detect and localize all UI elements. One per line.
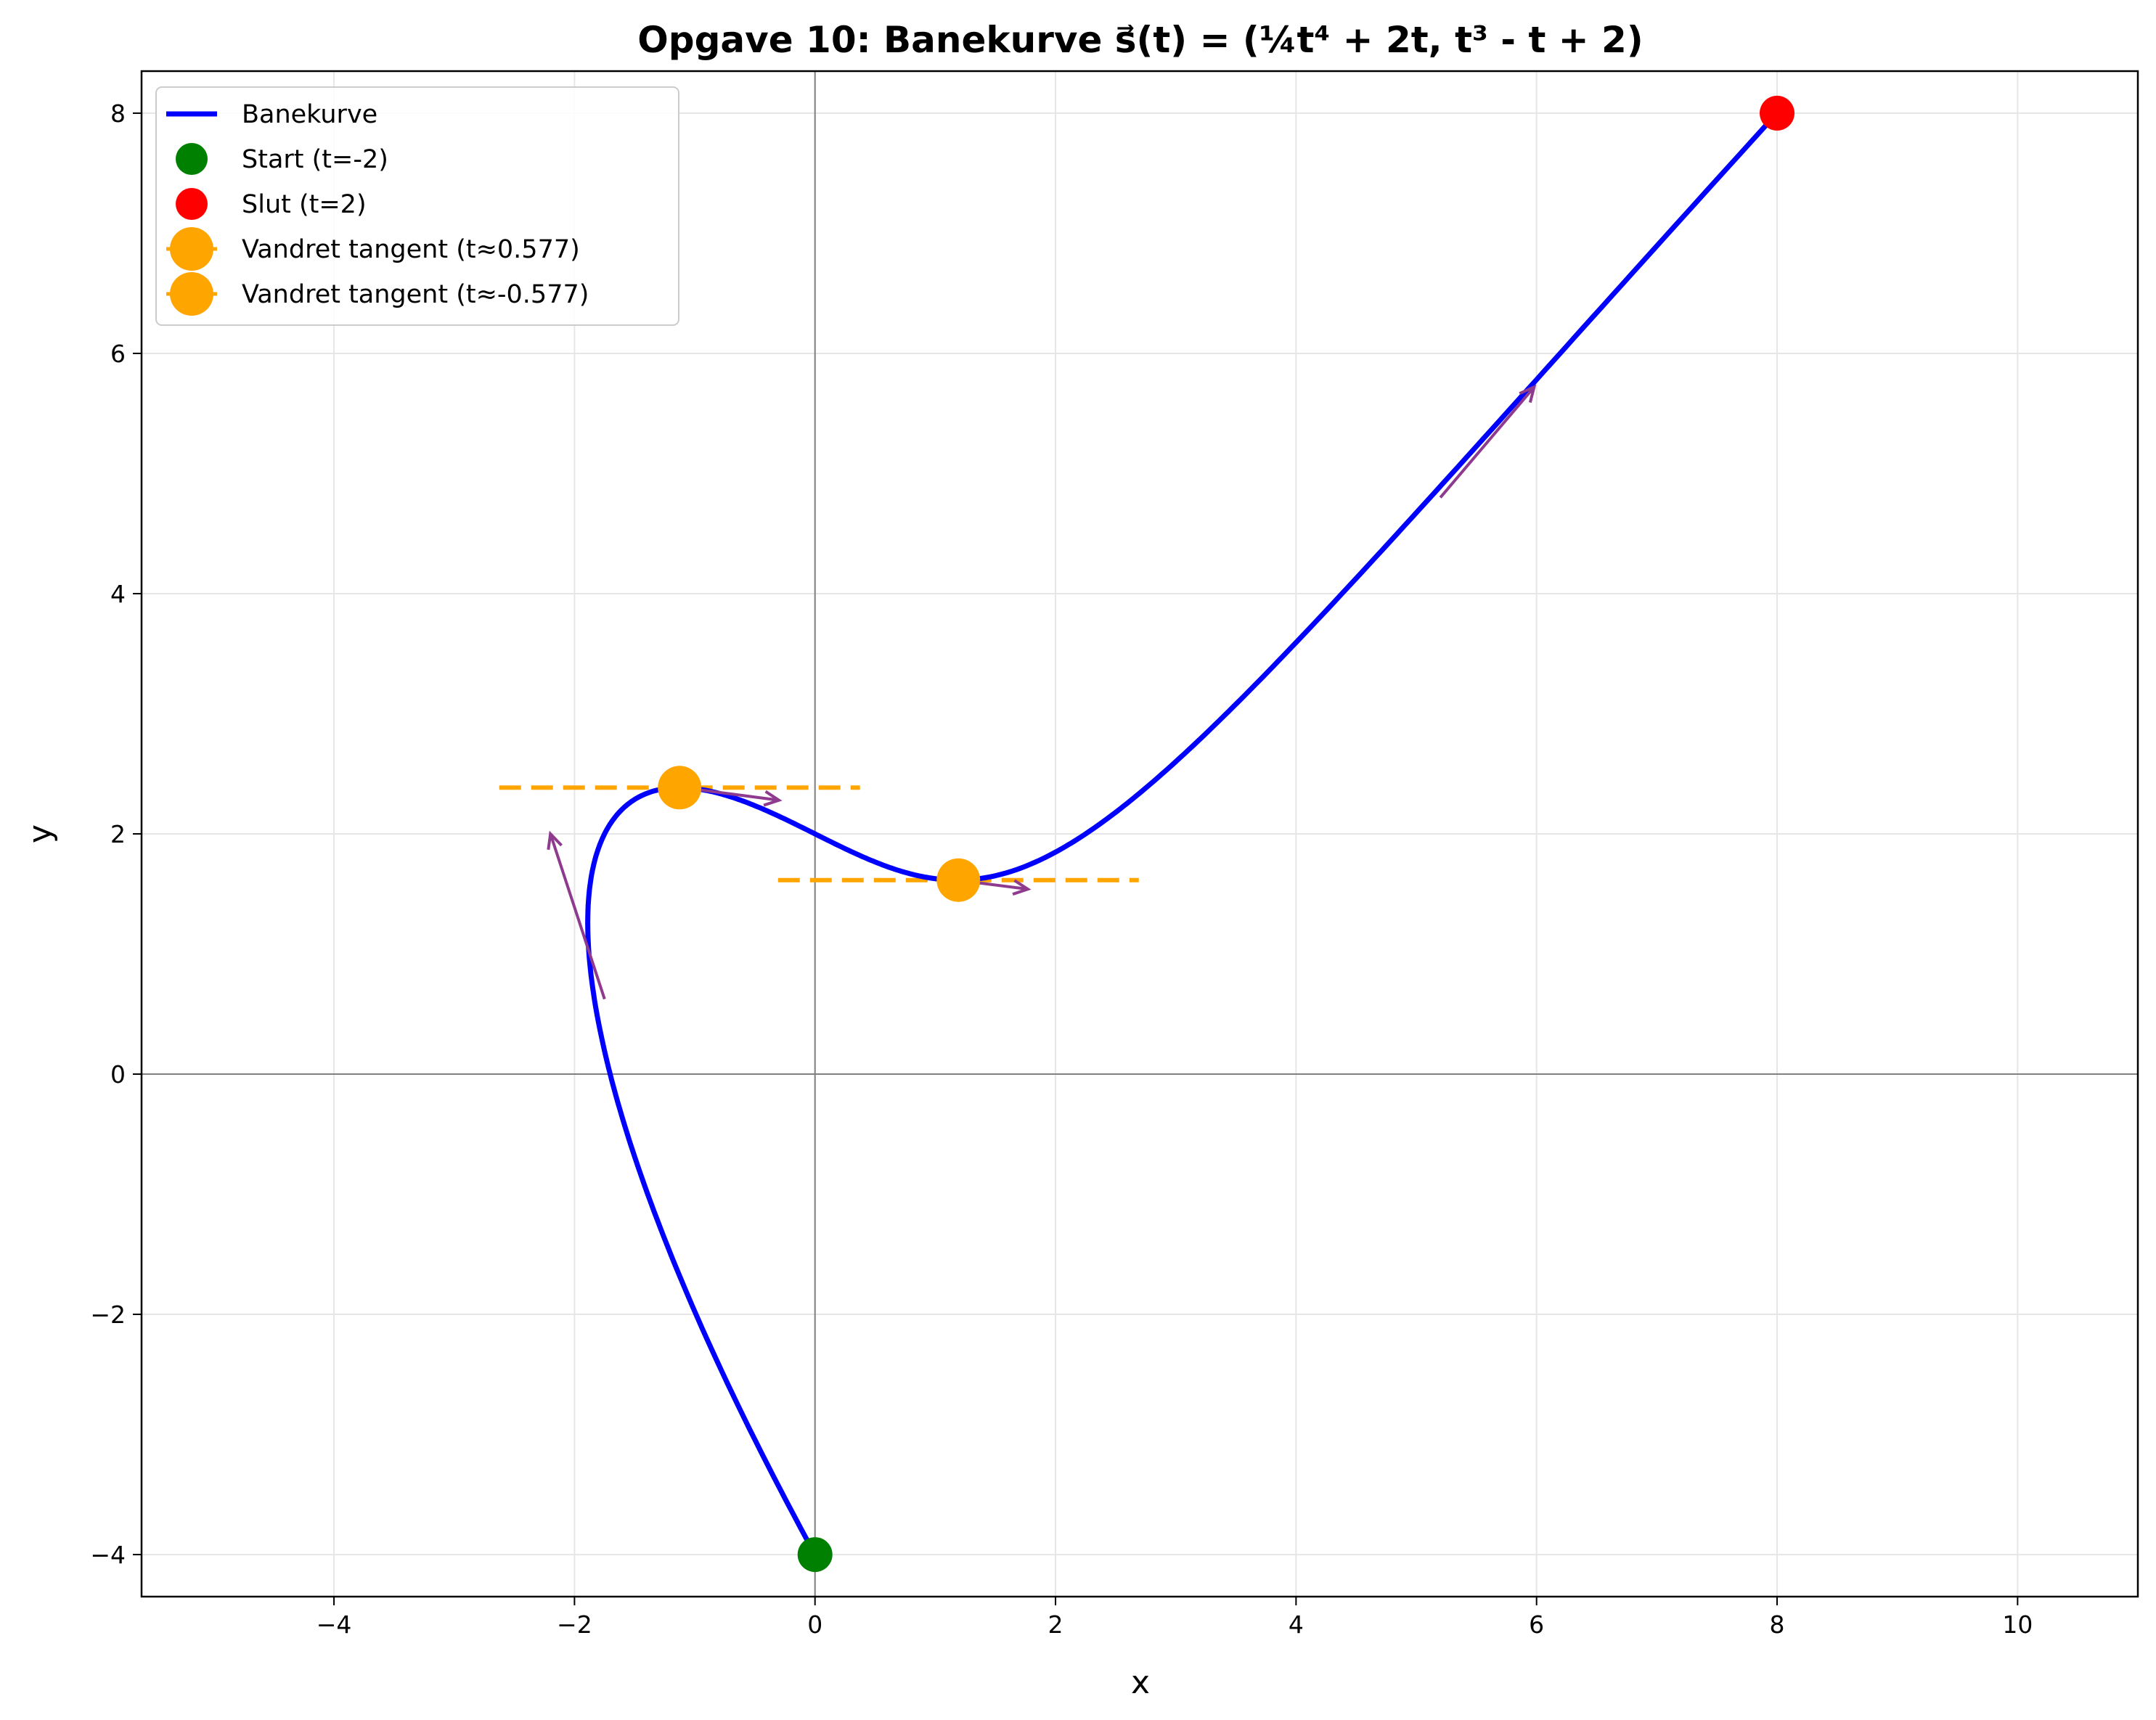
end-marker [1760,95,1795,131]
legend: Banekurve Start (t=-2) Slut (t=2) Vandret t… [155,86,679,326]
legend-label: Vandret tangent (t≈-0.577) [242,280,589,309]
tangent-point-marker [658,766,702,810]
legend-swatch-marker [170,227,213,271]
y-tick-label: 4 [110,580,126,608]
x-tick-label: 8 [1770,1610,1785,1639]
x-tick-label: 6 [1529,1610,1544,1639]
x-tick-label: 0 [807,1610,822,1639]
x-axis-label: x [1131,1664,1150,1701]
x-tick-label: 4 [1289,1610,1304,1639]
x-tick-label: 2 [1048,1610,1063,1639]
y-tick-label: 6 [110,340,126,368]
y-tick-label: 0 [110,1060,126,1089]
velocity-arrow [696,787,780,802]
legend-label: Start (t=-2) [242,145,388,174]
plot-area: −4 −2 0 2 4 6 8 10 −4 −2 0 2 4 6 8 [90,70,2139,1639]
legend-label: Vandret tangent (t≈0.577) [242,235,580,264]
velocity-arrow-head [547,830,563,851]
velocity-arrow [1439,386,1535,499]
trajectory-curve [585,111,1779,1556]
legend-swatch [176,188,208,220]
x-tick-label: 10 [2002,1610,2033,1639]
start-marker [797,1537,833,1573]
y-tick-label: 8 [110,99,126,128]
y-tick-label: −4 [90,1541,126,1569]
velocity-arrow-head [1519,384,1537,404]
legend-swatch [176,143,208,175]
x-tick-label: −4 [317,1610,352,1639]
velocity-arrow [971,880,1029,891]
chart-title: Opgave 10: Banekurve s⃗(t) = (¼t⁴ + 2t, … [637,19,1643,61]
legend-label: Banekurve [242,100,377,129]
velocity-arrow-head [1012,879,1032,896]
velocity-arrow [549,833,606,1000]
tangent-point-marker [936,858,981,902]
y-axis-label: y [22,824,59,843]
x-tick-label: −2 [557,1610,592,1639]
y-tick-label: −2 [90,1301,126,1329]
y-tick-label: 2 [110,820,126,848]
legend-swatch-marker [170,272,213,316]
legend-box [155,86,679,326]
legend-label: Slut (t=2) [242,190,367,219]
velocity-arrow-head [763,790,783,807]
